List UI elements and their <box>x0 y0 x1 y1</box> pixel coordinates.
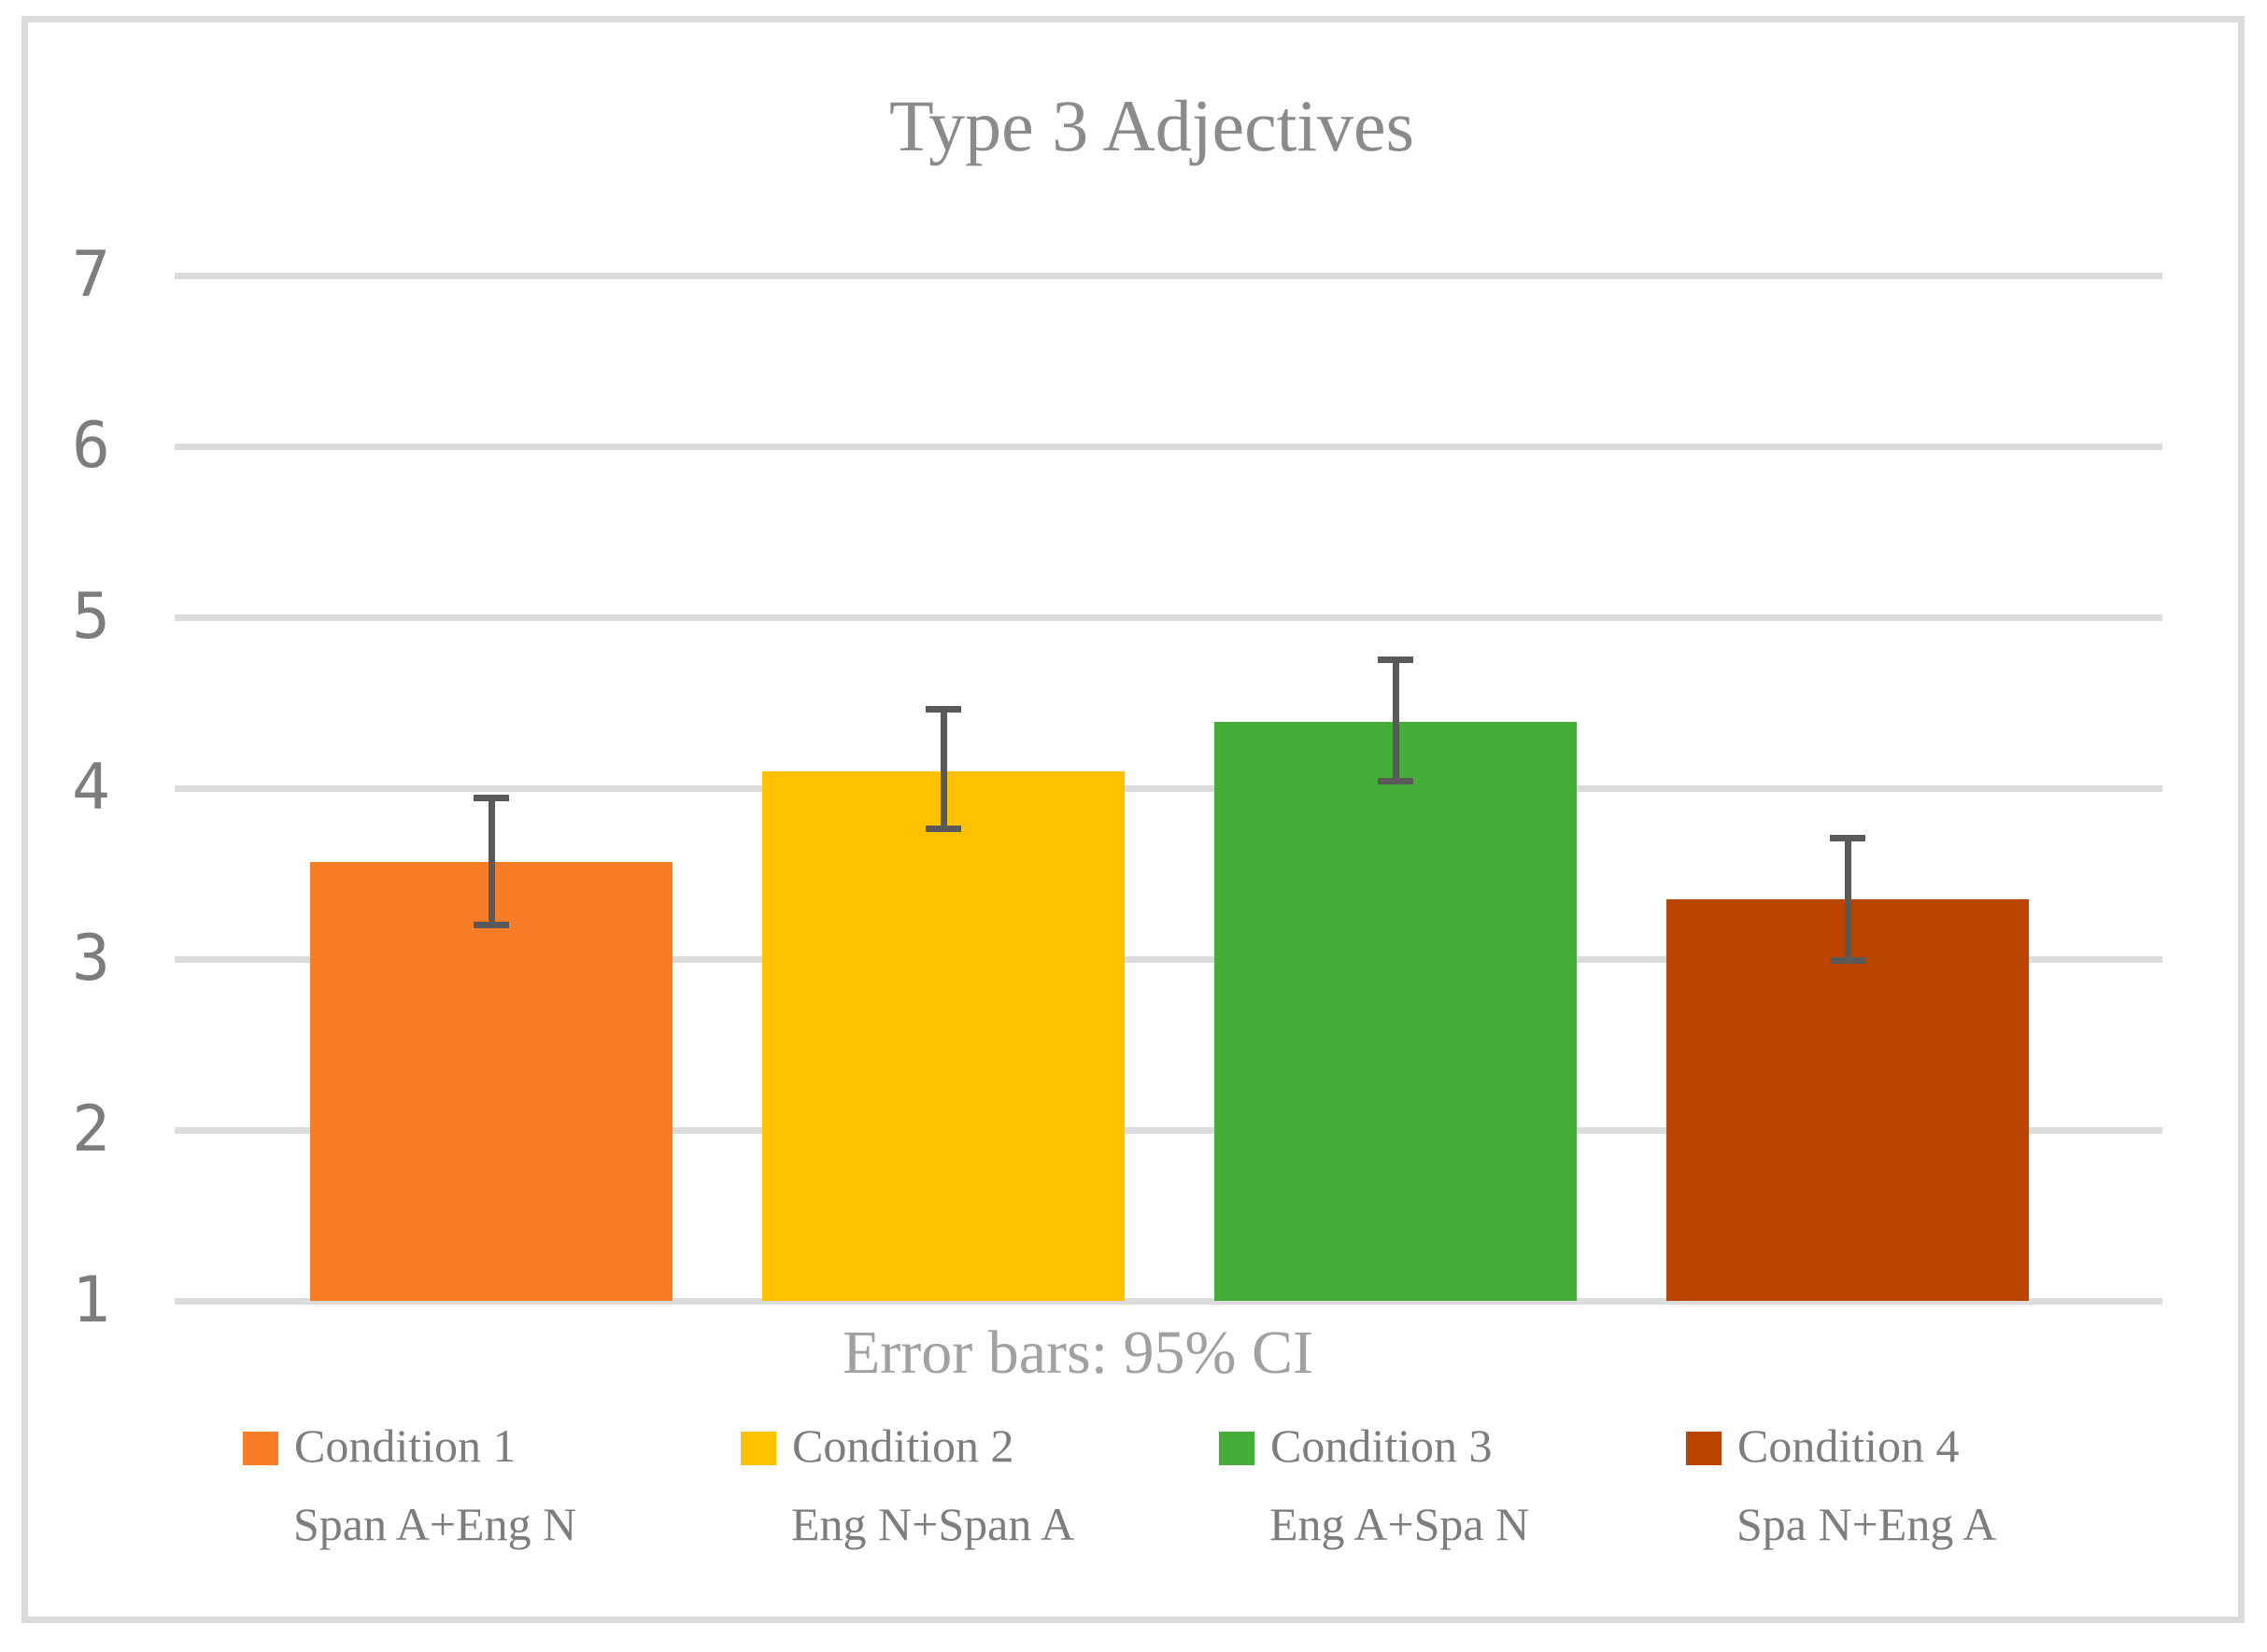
error-bar-line-condition-3 <box>1392 659 1399 782</box>
legend-sublabel: Eng N+Span A <box>791 1498 1075 1550</box>
error-bar-cap-hi-condition-3 <box>1378 657 1413 664</box>
error-bar-cap-lo-condition-4 <box>1830 957 1865 965</box>
legend-label: Condition 4 <box>1737 1419 1960 1472</box>
error-bar-cap-lo-condition-1 <box>474 921 509 928</box>
y-axis-tick-label-5: 5 <box>72 580 110 654</box>
legend-label: Condition 3 <box>1270 1419 1493 1472</box>
y-axis-tick-label-4: 4 <box>72 751 110 825</box>
error-bar-line-condition-2 <box>940 709 947 829</box>
gridline-y-3 <box>175 956 2162 963</box>
bar-condition-3 <box>1214 721 1577 1301</box>
error-bar-line-condition-4 <box>1844 838 1851 961</box>
y-axis-tick-label-2: 2 <box>72 1093 110 1166</box>
error-bars-note: Error bars: 95% CI <box>842 1319 1314 1387</box>
legend-swatch-condition-3 <box>1219 1432 1254 1465</box>
error-bar-line-condition-1 <box>488 798 495 925</box>
y-axis-tick-label-1: 1 <box>72 1264 110 1337</box>
gridline-y-1 <box>175 1298 2162 1305</box>
error-bar-cap-hi-condition-2 <box>926 706 961 713</box>
bar-condition-2 <box>762 770 1125 1301</box>
y-axis-tick-label-6: 6 <box>72 409 110 483</box>
gridline-y-7 <box>175 273 2162 279</box>
legend-item-condition-4: Condition 4 Spa N+Eng A <box>1686 1422 1996 1547</box>
legend-swatch-condition-4 <box>1686 1432 1722 1465</box>
legend-swatch-condition-1 <box>243 1432 278 1465</box>
error-bar-cap-hi-condition-4 <box>1830 834 1865 841</box>
chart-title: Type 3 Adjectives <box>888 85 1415 166</box>
legend-sublabel: Spa N+Eng A <box>1736 1498 1997 1550</box>
y-axis-tick-label-7: 7 <box>72 238 110 312</box>
legend-sublabel: Span A+Eng N <box>293 1498 577 1550</box>
gridline-y-6 <box>175 444 2162 450</box>
bar-condition-4 <box>1666 898 2029 1301</box>
chart-border <box>21 16 2245 1623</box>
error-bar-cap-lo-condition-2 <box>926 826 961 833</box>
plot-area <box>175 273 2162 1305</box>
gridline-y-2 <box>175 1127 2162 1134</box>
legend-item-condition-3: Condition 3 Eng A+Spa N <box>1219 1422 1529 1547</box>
error-bar-cap-hi-condition-1 <box>474 795 509 802</box>
legend-label: Condition 1 <box>294 1419 517 1472</box>
gridline-y-5 <box>175 614 2162 621</box>
legend-sublabel: Eng A+Spa N <box>1269 1498 1530 1550</box>
legend-label: Condition 2 <box>792 1419 1014 1472</box>
legend-swatch-condition-2 <box>741 1432 776 1465</box>
y-axis-tick-label-3: 3 <box>72 922 110 995</box>
legend-item-condition-1: Condition 1 Span A+Eng N <box>243 1422 576 1547</box>
legend-item-condition-2: Condition 2 Eng N+Span A <box>741 1422 1074 1547</box>
error-bar-cap-lo-condition-3 <box>1378 778 1413 785</box>
gridline-y-4 <box>175 785 2162 792</box>
bar-condition-1 <box>310 861 673 1301</box>
